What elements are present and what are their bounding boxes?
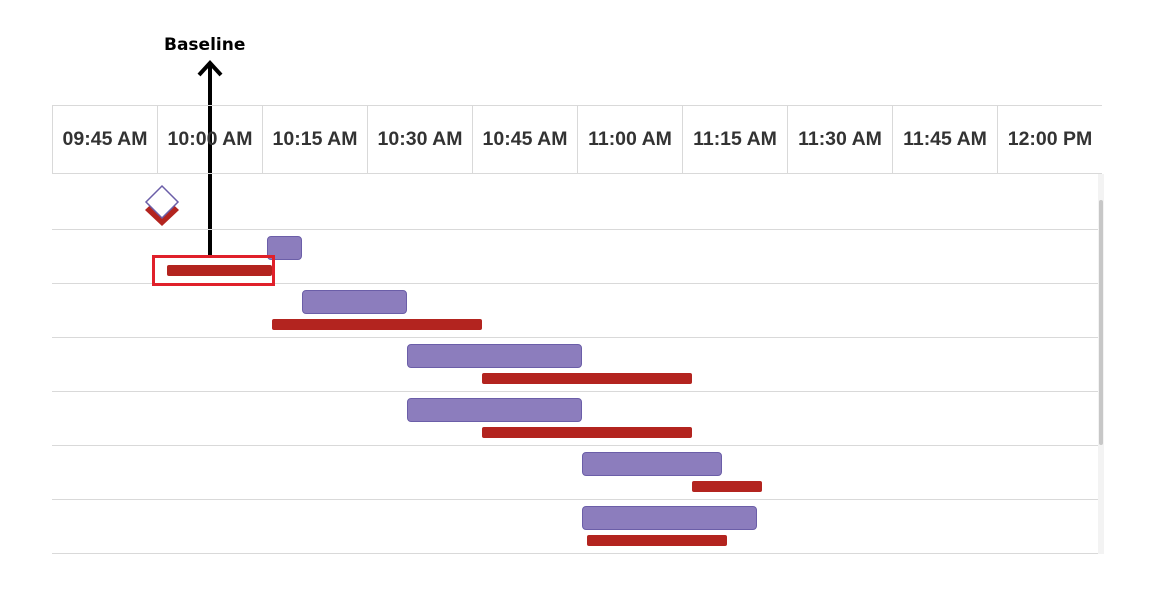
timeline-header-cell: 12:00 PM <box>997 106 1102 173</box>
baseline-annotation-arrow <box>197 60 223 258</box>
baseline-bar <box>482 373 692 384</box>
row-divider <box>52 445 1098 446</box>
baseline-bar <box>272 319 482 330</box>
baseline-bar <box>167 265 272 276</box>
baseline-bar <box>587 535 727 546</box>
timeline-header-cell: 10:00 AM <box>157 106 262 173</box>
row-divider <box>52 391 1098 392</box>
timeline-header-cell: 10:45 AM <box>472 106 577 173</box>
task-bar[interactable] <box>302 290 407 314</box>
row-divider <box>52 499 1098 500</box>
timeline-header-cell: 10:15 AM <box>262 106 367 173</box>
row-divider <box>52 283 1098 284</box>
vertical-scrollbar-thumb[interactable] <box>1099 200 1103 445</box>
timeline-header-cell: 11:30 AM <box>787 106 892 173</box>
milestone-diamond[interactable] <box>142 184 182 228</box>
timeline-header-cell: 10:30 AM <box>367 106 472 173</box>
task-bar[interactable] <box>582 506 757 530</box>
timeline-header-cell: 11:15 AM <box>682 106 787 173</box>
baseline-bar <box>692 481 762 492</box>
task-bar[interactable] <box>407 344 582 368</box>
timeline-header-cell: 11:00 AM <box>577 106 682 173</box>
timeline-header-cell: 11:45 AM <box>892 106 997 173</box>
baseline-annotation-label: Baseline <box>164 35 246 55</box>
task-bar[interactable] <box>582 452 722 476</box>
baseline-highlight-box <box>152 255 275 286</box>
timeline-header: 09:45 AM 10:00 AM 10:15 AM 10:30 AM 10:4… <box>52 105 1102 174</box>
timeline-header-cell: 09:45 AM <box>52 106 157 173</box>
task-bar[interactable] <box>407 398 582 422</box>
row-divider <box>52 337 1098 338</box>
row-divider <box>52 553 1098 554</box>
row-divider <box>52 229 1098 230</box>
baseline-bar <box>482 427 692 438</box>
